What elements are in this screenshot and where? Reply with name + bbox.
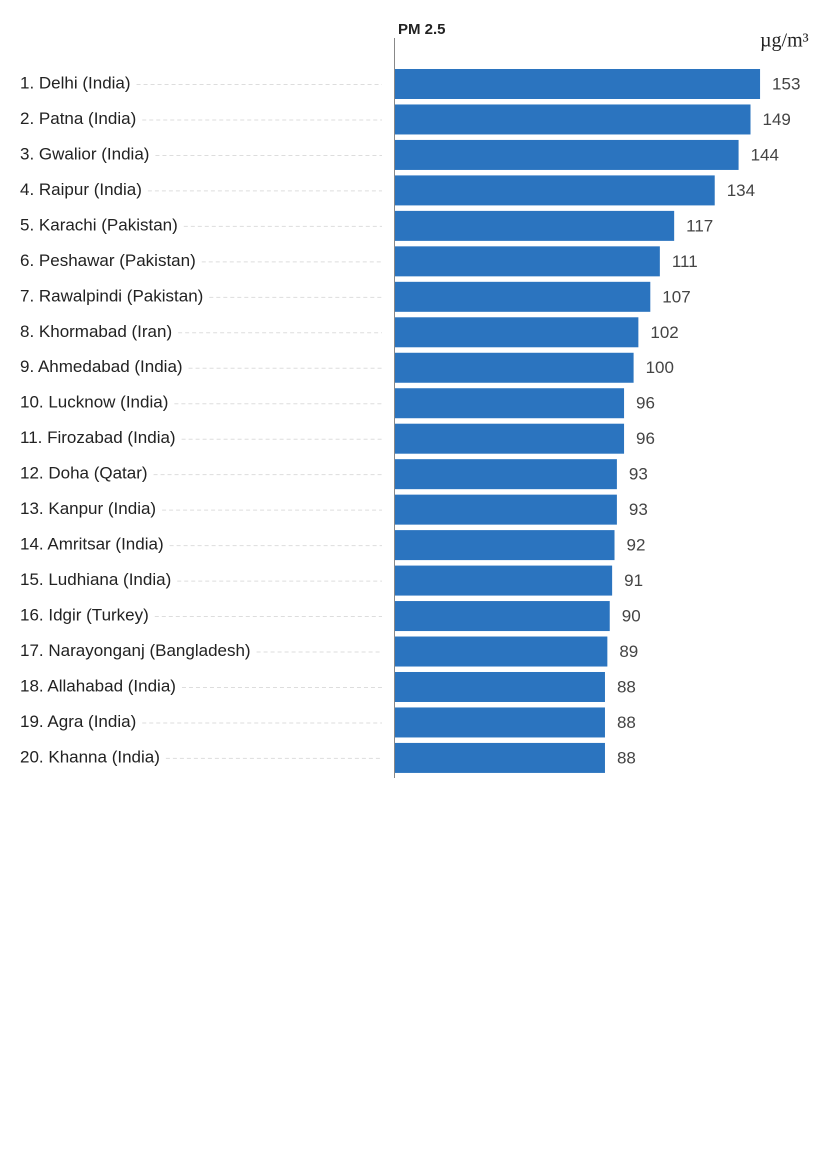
- category-label: 2. Patna (India): [20, 109, 136, 128]
- category-label: 3. Gwalior (India): [20, 144, 149, 163]
- category-label: 5. Karachi (Pakistan): [20, 215, 178, 234]
- category-label: 14. Amritsar (India): [20, 535, 164, 554]
- bar: [395, 104, 751, 135]
- bar: [395, 671, 605, 702]
- bar: [395, 423, 625, 454]
- bar: [395, 175, 715, 206]
- bar: [395, 601, 610, 632]
- category-label: 6. Peshawar (Pakistan): [20, 251, 196, 270]
- bar: [395, 388, 625, 419]
- bar: [395, 317, 639, 348]
- value-label: 107: [662, 287, 690, 306]
- category-label: 12. Doha (Qatar): [20, 464, 148, 483]
- bar: [395, 530, 615, 561]
- category-label: 13. Kanpur (India): [20, 499, 156, 518]
- bar: [395, 281, 651, 312]
- category-label: 1. Delhi (India): [20, 73, 131, 92]
- bar: [395, 459, 617, 490]
- value-label: 102: [650, 323, 678, 342]
- bar: [395, 636, 608, 667]
- category-label: 10. Lucknow (India): [20, 393, 168, 412]
- value-label: 88: [617, 677, 636, 696]
- category-label: 4. Raipur (India): [20, 180, 142, 199]
- category-label: 17. Narayonganj (Bangladesh): [20, 641, 251, 660]
- bar: [395, 742, 605, 773]
- value-label: 111: [672, 252, 698, 271]
- bar: [395, 494, 617, 525]
- category-label: 18. Allahabad (India): [20, 676, 176, 695]
- value-label: 91: [624, 571, 643, 590]
- value-label: 153: [772, 74, 800, 93]
- chart-title: PM 2.5: [398, 21, 446, 38]
- bar: [395, 352, 634, 383]
- value-label: 88: [617, 748, 636, 767]
- category-label: 11. Firozabad (India): [20, 428, 176, 447]
- category-label: 16. Idgir (Turkey): [20, 606, 149, 625]
- value-label: 96: [636, 394, 655, 413]
- unit-label: µg/m³: [760, 30, 809, 52]
- value-label: 149: [763, 110, 791, 129]
- bar: [395, 210, 675, 241]
- value-label: 89: [619, 642, 638, 661]
- bar: [395, 139, 739, 170]
- value-label: 90: [622, 607, 641, 626]
- category-label: 7. Rawalpindi (Pakistan): [20, 286, 203, 305]
- category-label: 20. Khanna (India): [20, 747, 160, 766]
- bar: [395, 69, 761, 99]
- category-label: 15. Ludhiana (India): [20, 570, 171, 589]
- bar: [395, 565, 613, 596]
- value-label: 93: [629, 465, 648, 484]
- value-label: 117: [686, 216, 713, 235]
- value-label: 144: [751, 145, 779, 164]
- category-label: 8. Khormabad (Iran): [20, 322, 172, 341]
- category-label: 9. Ahmedabad (India): [20, 357, 183, 376]
- category-label: 19. Agra (India): [20, 712, 136, 731]
- value-label: 100: [646, 358, 674, 377]
- value-label: 92: [627, 536, 646, 555]
- value-label: 88: [617, 713, 636, 732]
- value-label: 134: [727, 181, 755, 200]
- bar: [395, 246, 660, 277]
- bar: [395, 707, 605, 738]
- value-label: 93: [629, 500, 648, 519]
- value-label: 96: [636, 429, 655, 448]
